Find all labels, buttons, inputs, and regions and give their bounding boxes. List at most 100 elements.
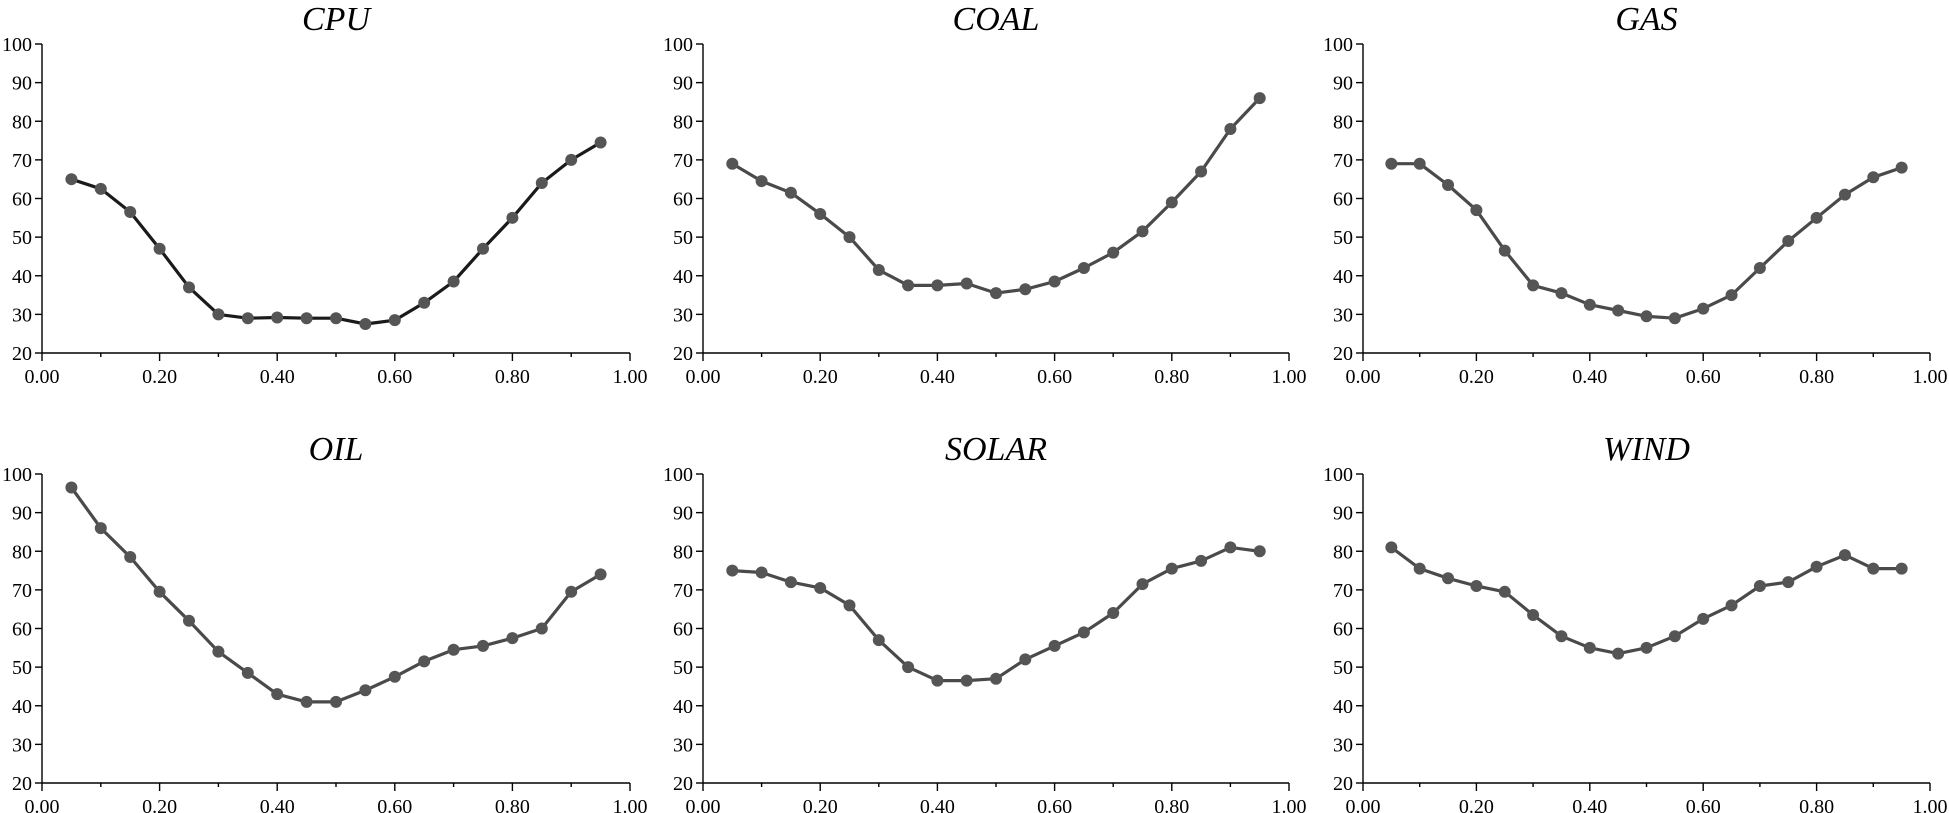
y-tick-label: 100 — [2, 464, 32, 486]
y-tick-label: 100 — [1323, 34, 1353, 56]
data-point — [1442, 572, 1455, 585]
y-tick-label: 50 — [12, 227, 32, 249]
y-tick-label: 30 — [1333, 304, 1353, 326]
data-point — [1470, 580, 1483, 593]
data-point — [1640, 310, 1653, 323]
x-tick-label: 0.00 — [686, 796, 721, 813]
data-point — [1136, 578, 1149, 591]
data-point — [94, 182, 107, 195]
data-point — [153, 585, 166, 598]
data-point — [1385, 541, 1398, 554]
data-point — [902, 279, 915, 292]
data-point — [359, 684, 372, 697]
data-point — [1224, 122, 1237, 135]
data-point — [565, 585, 578, 598]
x-tick-label: 0.00 — [1346, 796, 1381, 813]
data-point — [814, 207, 827, 220]
data-point — [1583, 298, 1596, 311]
data-point — [1019, 653, 1032, 666]
y-tick-label: 60 — [12, 189, 32, 211]
y-tick-label: 40 — [673, 266, 693, 288]
y-tick-label: 40 — [673, 696, 693, 718]
data-point — [1753, 262, 1766, 275]
data-point — [183, 281, 195, 294]
x-tick-label: 0.00 — [1346, 366, 1381, 388]
x-tick-label: 0.60 — [1686, 366, 1721, 388]
data-point — [902, 661, 915, 674]
y-tick-label: 60 — [673, 619, 693, 641]
data-point — [726, 157, 739, 170]
x-tick-label: 0.60 — [1686, 796, 1721, 813]
data-point — [447, 643, 460, 656]
data-point — [506, 632, 519, 645]
y-tick-label: 100 — [663, 464, 693, 486]
x-tick-label: 1.00 — [1913, 796, 1948, 813]
y-tick-label: 70 — [12, 580, 32, 602]
data-point — [726, 564, 739, 577]
x-tick-label: 0.60 — [377, 366, 412, 388]
y-tick-label: 20 — [1333, 773, 1353, 795]
data-point — [1136, 225, 1149, 238]
data-point — [1253, 545, 1266, 558]
x-tick-label: 0.40 — [920, 796, 955, 813]
y-tick-label: 90 — [673, 73, 693, 95]
y-tick-label: 70 — [12, 150, 32, 172]
data-point — [1107, 246, 1120, 259]
data-point — [1895, 562, 1908, 575]
data-point — [1555, 630, 1568, 643]
chart-title: WIND — [1603, 431, 1690, 468]
data-point — [1498, 244, 1511, 257]
y-tick-label: 20 — [12, 343, 32, 365]
x-tick-label: 0.60 — [1037, 796, 1072, 813]
data-point — [872, 634, 885, 647]
data-point — [990, 287, 1002, 300]
y-tick-label: 50 — [12, 657, 32, 679]
data-point — [183, 614, 195, 627]
y-tick-label: 50 — [673, 227, 693, 249]
y-tick-label: 50 — [673, 657, 693, 679]
data-point — [1640, 641, 1653, 654]
data-point — [418, 296, 431, 309]
data-point — [1612, 647, 1625, 660]
data-point — [1077, 626, 1090, 639]
data-point — [1612, 304, 1625, 317]
x-tick-label: 1.00 — [1272, 796, 1307, 813]
data-point — [1527, 279, 1540, 292]
data-point — [1838, 549, 1851, 562]
data-point — [271, 311, 284, 324]
x-tick-label: 0.80 — [1154, 366, 1189, 388]
data-point — [65, 481, 78, 494]
chart-panel-wind: WIND 20 30 40 50 60 70 80 90 100 0.00 0.20 0.40 0.60 0… — [1323, 431, 1948, 813]
data-point — [1048, 275, 1061, 288]
x-tick-label: 0.40 — [260, 366, 295, 388]
y-tick-label: 80 — [1333, 111, 1353, 133]
data-point — [241, 666, 254, 679]
y-tick-label: 40 — [1333, 266, 1353, 288]
data-point — [1470, 204, 1483, 217]
y-tick-label: 30 — [673, 734, 693, 756]
y-tick-label: 70 — [673, 580, 693, 602]
data-point — [1498, 585, 1511, 598]
x-tick-label: 0.20 — [803, 366, 838, 388]
data-point — [1810, 560, 1823, 573]
data-point — [535, 622, 548, 635]
data-point — [330, 695, 342, 708]
data-point — [1782, 576, 1795, 589]
x-tick-label: 0.60 — [1037, 366, 1072, 388]
data-point — [1019, 283, 1032, 296]
data-point — [1697, 612, 1710, 625]
chart-panel-oil: OIL 20 30 40 50 60 70 80 90 100 0.00 0.20 0.40 0.60 0.… — [2, 431, 648, 813]
x-tick-label: 0.20 — [142, 796, 177, 813]
y-tick-label: 100 — [2, 34, 32, 56]
data-point — [124, 206, 137, 219]
data-point — [477, 242, 489, 255]
chart-panel-cpu: CPU 20 30 40 50 60 70 80 90 100 0.00 0.20 0.40 0.60 0.… — [2, 1, 648, 388]
data-point — [565, 153, 578, 166]
data-point — [418, 655, 431, 668]
y-tick-label: 40 — [12, 696, 32, 718]
data-point — [1782, 234, 1795, 247]
data-point — [1555, 287, 1568, 300]
data-point — [1165, 196, 1178, 209]
y-tick-label: 90 — [12, 73, 32, 95]
data-point — [1867, 562, 1880, 575]
